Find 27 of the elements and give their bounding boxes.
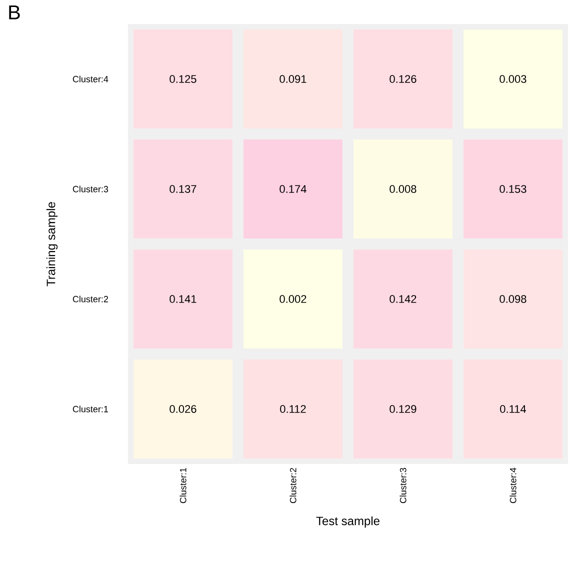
data-label: 0.008 (390, 185, 416, 193)
x-tick-label: Cluster:4 (510, 468, 516, 504)
data-label: 0.098 (500, 295, 526, 303)
y-tick-label: Cluster:1 (72, 406, 108, 412)
data-label: 0.026 (170, 405, 196, 413)
y-tick-label: Cluster:4 (72, 76, 108, 82)
data-label: 0.114 (500, 405, 526, 413)
data-label: 0.002 (280, 295, 306, 303)
x-tick-label: Cluster:2 (290, 468, 296, 504)
data-label: 0.125 (170, 75, 196, 83)
data-label: 0.126 (390, 75, 416, 83)
y-tick-label: Cluster:2 (72, 296, 108, 302)
y-axis-title: Training sample (46, 202, 58, 286)
data-label: 0.112 (280, 405, 306, 413)
data-label: 0.142 (390, 295, 416, 303)
data-label: 0.153 (500, 185, 526, 193)
x-tick-label: Cluster:3 (400, 468, 406, 504)
data-label: 0.174 (280, 185, 306, 193)
data-label: 0.129 (390, 405, 416, 413)
data-label: 0.137 (170, 185, 196, 193)
data-label: 0.003 (500, 75, 526, 83)
y-tick-label: Cluster:3 (72, 186, 108, 192)
x-tick-label: Cluster:1 (180, 468, 186, 504)
text: B (9, 6, 20, 20)
data-label: 0.091 (280, 75, 306, 83)
data-label: 0.141 (170, 295, 196, 303)
x-axis-title: Test sample (316, 516, 380, 528)
